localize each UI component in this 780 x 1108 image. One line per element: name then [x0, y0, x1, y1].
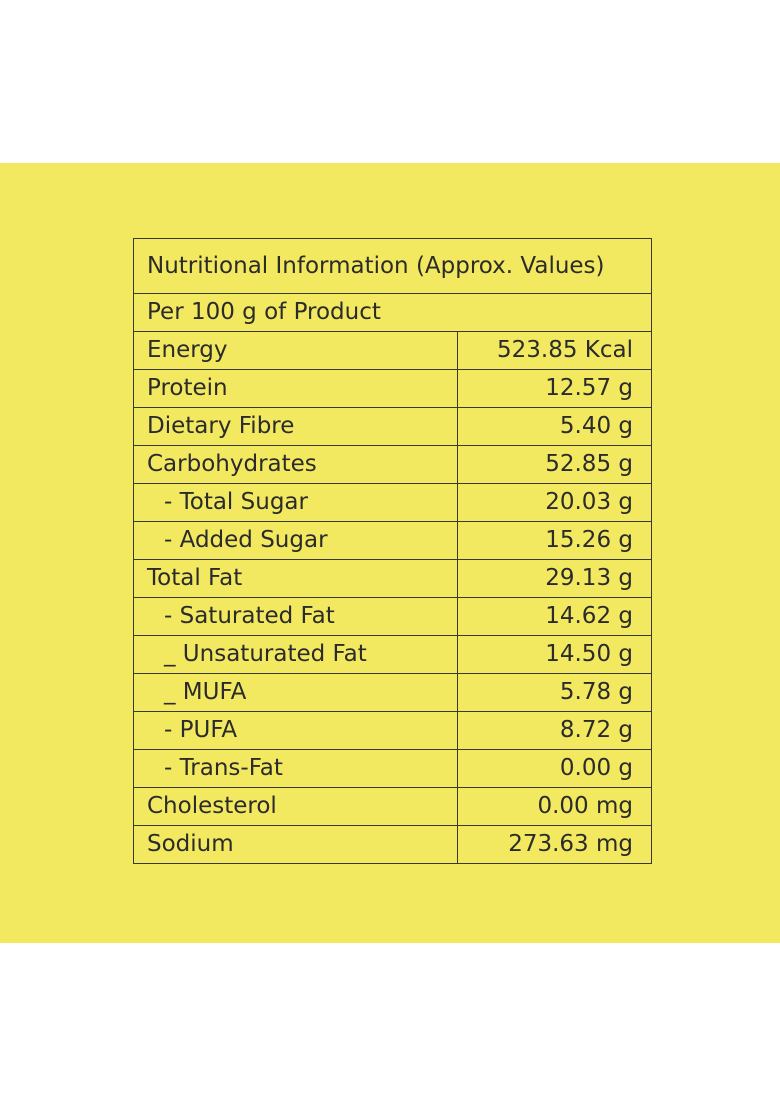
nutrient-name: - PUFA	[133, 711, 458, 750]
nutrient-name: _ Unsaturated Fat	[133, 635, 458, 674]
table-row: Total Fat 29.13 g	[133, 559, 652, 598]
nutrient-value: 5.40 g	[457, 407, 652, 446]
nutrient-name: - Added Sugar	[133, 521, 458, 560]
nutrient-value: 0.00 g	[457, 749, 652, 788]
nutrient-name: Cholesterol	[133, 787, 458, 826]
nutrient-name: - Total Sugar	[133, 483, 458, 522]
nutrient-value: 523.85 Kcal	[457, 331, 652, 370]
nutrient-name: Protein	[133, 369, 458, 408]
table-row: Sodium 273.63 mg	[133, 825, 652, 864]
serving-size: Per 100 g of Product	[133, 293, 652, 332]
nutrient-value: 15.26 g	[457, 521, 652, 560]
table-row: - Added Sugar 15.26 g	[133, 521, 652, 560]
nutrient-value: 52.85 g	[457, 445, 652, 484]
nutrient-name: - Saturated Fat	[133, 597, 458, 636]
nutrient-value: 8.72 g	[457, 711, 652, 750]
table-row: _ MUFA 5.78 g	[133, 673, 652, 712]
table-row: Cholesterol 0.00 mg	[133, 787, 652, 826]
table-row: Carbohydrates 52.85 g	[133, 445, 652, 484]
nutrient-name: _ MUFA	[133, 673, 458, 712]
table-row: Energy 523.85 Kcal	[133, 331, 652, 370]
table-title: Nutritional Information (Approx. Values)	[133, 238, 652, 294]
nutrient-name: Sodium	[133, 825, 458, 864]
nutrient-value: 29.13 g	[457, 559, 652, 598]
nutrient-value: 5.78 g	[457, 673, 652, 712]
table-row: Protein 12.57 g	[133, 369, 652, 408]
nutrient-name: Carbohydrates	[133, 445, 458, 484]
nutrient-name: Energy	[133, 331, 458, 370]
nutrient-name: - Trans-Fat	[133, 749, 458, 788]
table-row: _ Unsaturated Fat 14.50 g	[133, 635, 652, 674]
nutrient-name: Dietary Fibre	[133, 407, 458, 446]
nutrient-name: Total Fat	[133, 559, 458, 598]
nutrient-value: 14.50 g	[457, 635, 652, 674]
table-row: - Total Sugar 20.03 g	[133, 483, 652, 522]
nutrient-value: 12.57 g	[457, 369, 652, 408]
nutrient-value: 20.03 g	[457, 483, 652, 522]
nutrient-value: 14.62 g	[457, 597, 652, 636]
table-row: - Saturated Fat 14.62 g	[133, 597, 652, 636]
nutrient-value: 0.00 mg	[457, 787, 652, 826]
nutrition-table: Nutritional Information (Approx. Values)…	[133, 238, 652, 864]
table-row: - PUFA 8.72 g	[133, 711, 652, 750]
table-title-row: Nutritional Information (Approx. Values)	[133, 238, 652, 294]
nutrient-value: 273.63 mg	[457, 825, 652, 864]
table-row: Dietary Fibre 5.40 g	[133, 407, 652, 446]
table-row: - Trans-Fat 0.00 g	[133, 749, 652, 788]
serving-size-row: Per 100 g of Product	[133, 293, 652, 332]
